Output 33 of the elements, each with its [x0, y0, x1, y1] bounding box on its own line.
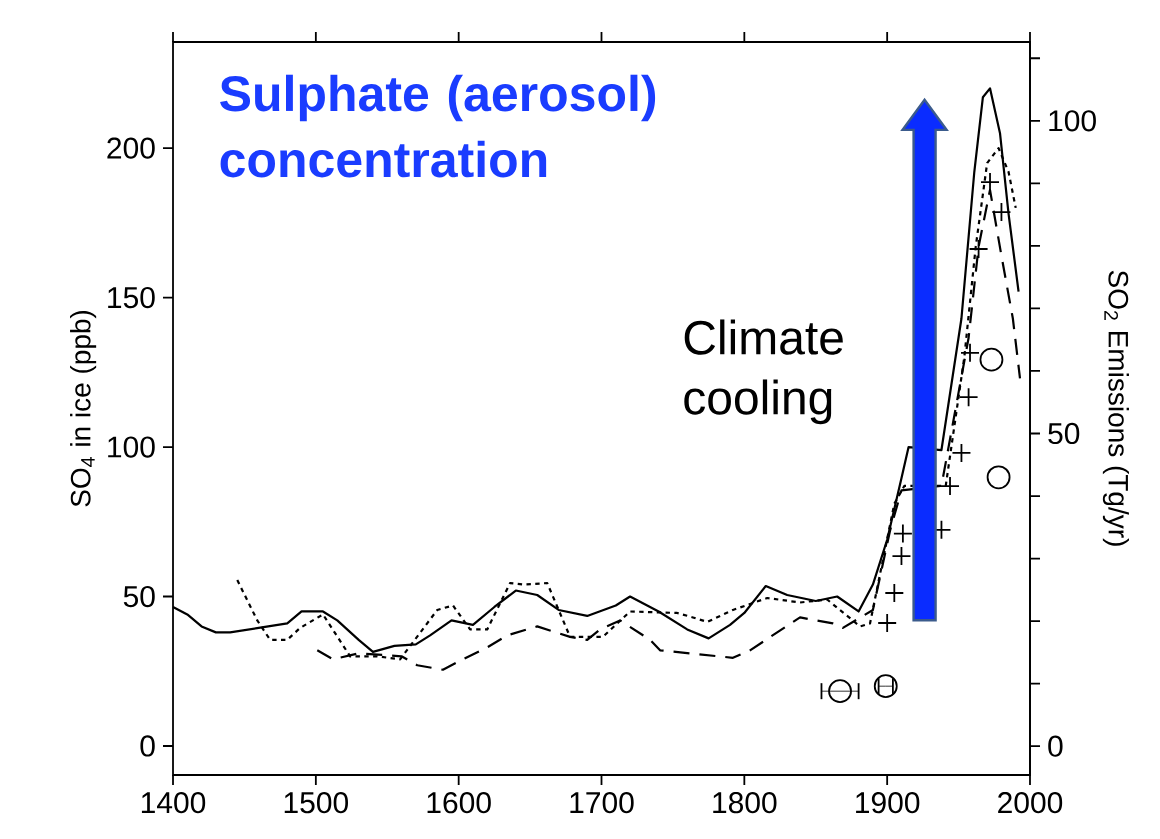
point	[980, 172, 1000, 192]
point	[892, 523, 913, 544]
annotation: Climate cooling	[684, 319, 843, 425]
point	[884, 583, 905, 603]
x-tick-label: 1600	[427, 792, 491, 814]
point	[968, 239, 989, 259]
y2-tick-label: 100	[1049, 110, 1096, 132]
y2-tick-label: 50	[1048, 422, 1080, 445]
x-tick-label: 2000	[998, 792, 1063, 814]
x-tick-label: 1400	[141, 792, 206, 814]
y-tick-label: 0	[140, 735, 155, 757]
y-tick-label: 150	[108, 286, 155, 309]
y2-tick-label: 0	[1048, 735, 1063, 757]
point	[877, 613, 898, 633]
point	[986, 465, 1011, 490]
y-axis-title: SO$_{4}$ in ice (ppb)	[70, 310, 97, 507]
x-tick-label: 1700	[570, 792, 634, 814]
y-tick-label: 100	[108, 436, 155, 458]
point	[979, 347, 1004, 372]
y2-axis-title: SO$_{2}$ Emissions (Tg/yr)	[1102, 270, 1129, 546]
point	[940, 476, 960, 496]
point	[991, 202, 1012, 222]
x-tick-label: 1900	[856, 792, 920, 814]
point	[958, 387, 979, 408]
y-tick-label: 200	[107, 137, 155, 159]
x-tick-label: 1500	[284, 792, 348, 814]
point	[828, 679, 852, 704]
annotation: Sulphate (aerosol) concentration	[220, 74, 656, 178]
point	[951, 442, 972, 463]
point	[960, 342, 980, 363]
point	[891, 546, 912, 566]
x-tick-label: 1800	[713, 792, 777, 814]
y-tick-label: 50	[123, 585, 155, 608]
